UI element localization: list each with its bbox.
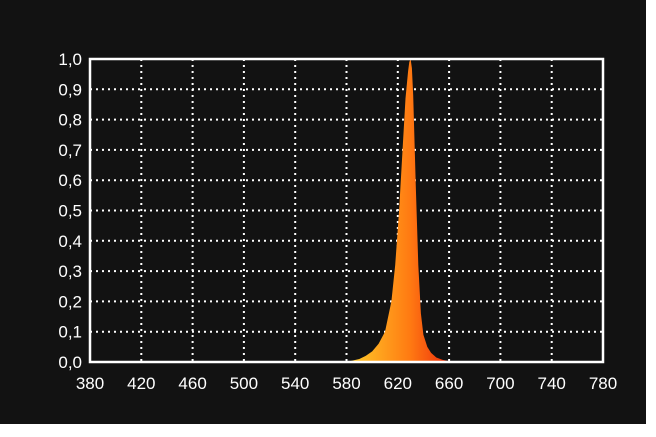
y-tick-label: 1,0 bbox=[58, 50, 82, 69]
x-axis-ticks: 380 420 460 500 540 580 620 660 700 740 780 bbox=[76, 374, 617, 393]
spectrum-area bbox=[346, 59, 462, 362]
x-tick-label: 500 bbox=[230, 374, 258, 393]
x-tick-label: 420 bbox=[127, 374, 155, 393]
y-tick-label: 0,4 bbox=[58, 232, 82, 251]
y-tick-label: 0,3 bbox=[58, 262, 82, 281]
x-tick-label: 780 bbox=[589, 374, 617, 393]
y-axis-ticks: 0,0 0,1 0,2 0,3 0,4 0,5 0,6 0,7 0,8 0,9 1,0 bbox=[58, 50, 82, 372]
y-tick-label: 0,5 bbox=[58, 202, 82, 221]
x-tick-label: 580 bbox=[332, 374, 360, 393]
x-tick-label: 700 bbox=[486, 374, 514, 393]
y-tick-label: 0,1 bbox=[58, 323, 82, 342]
y-tick-label: 0,7 bbox=[58, 141, 82, 160]
y-tick-label: 0,2 bbox=[58, 292, 82, 311]
page-right-margin bbox=[646, 0, 656, 437]
x-tick-label: 740 bbox=[538, 374, 566, 393]
x-tick-label: 660 bbox=[435, 374, 463, 393]
y-tick-label: 0,9 bbox=[58, 80, 82, 99]
x-tick-label: 620 bbox=[384, 374, 412, 393]
x-tick-label: 380 bbox=[76, 374, 104, 393]
grid-layer bbox=[90, 59, 603, 362]
plot-frame bbox=[88, 57, 605, 364]
y-tick-label: 0,8 bbox=[58, 111, 82, 130]
y-tick-label: 0,0 bbox=[58, 353, 82, 372]
x-tick-label: 460 bbox=[178, 374, 206, 393]
y-tick-label: 0,6 bbox=[58, 171, 82, 190]
page-bottom-margin bbox=[0, 424, 656, 437]
spectrum-area-layer bbox=[346, 59, 462, 362]
x-tick-label: 540 bbox=[281, 374, 309, 393]
